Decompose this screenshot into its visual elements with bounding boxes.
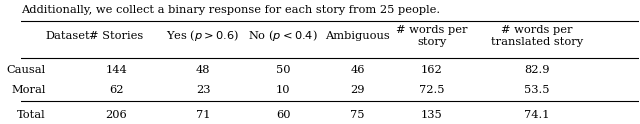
Text: 206: 206 xyxy=(106,110,127,120)
Text: No ($p < 0.4$): No ($p < 0.4$) xyxy=(248,28,318,43)
Text: 72.5: 72.5 xyxy=(419,85,444,95)
Text: 23: 23 xyxy=(196,85,210,95)
Text: 10: 10 xyxy=(276,85,291,95)
Text: Dataset: Dataset xyxy=(45,31,90,41)
Text: Causal: Causal xyxy=(6,65,45,76)
Text: 29: 29 xyxy=(350,85,365,95)
Text: 135: 135 xyxy=(420,110,442,120)
Text: 82.9: 82.9 xyxy=(524,65,549,76)
Text: Ambiguous: Ambiguous xyxy=(325,31,390,41)
Text: Moral: Moral xyxy=(11,85,45,95)
Text: 62: 62 xyxy=(109,85,124,95)
Text: Yes ($p > 0.6$): Yes ($p > 0.6$) xyxy=(166,28,239,43)
Text: 74.1: 74.1 xyxy=(524,110,549,120)
Text: # Stories: # Stories xyxy=(90,31,143,41)
Text: # words per
story: # words per story xyxy=(396,25,467,47)
Text: Additionally, we collect a binary response for each story from 25 people.: Additionally, we collect a binary respon… xyxy=(20,5,440,15)
Text: 162: 162 xyxy=(420,65,442,76)
Text: 71: 71 xyxy=(196,110,210,120)
Text: 53.5: 53.5 xyxy=(524,85,549,95)
Text: Total: Total xyxy=(17,110,45,120)
Text: 50: 50 xyxy=(276,65,291,76)
Text: 46: 46 xyxy=(350,65,365,76)
Text: 48: 48 xyxy=(196,65,210,76)
Text: 60: 60 xyxy=(276,110,291,120)
Text: # words per
translated story: # words per translated story xyxy=(491,25,582,47)
Text: 144: 144 xyxy=(106,65,127,76)
Text: 75: 75 xyxy=(350,110,365,120)
